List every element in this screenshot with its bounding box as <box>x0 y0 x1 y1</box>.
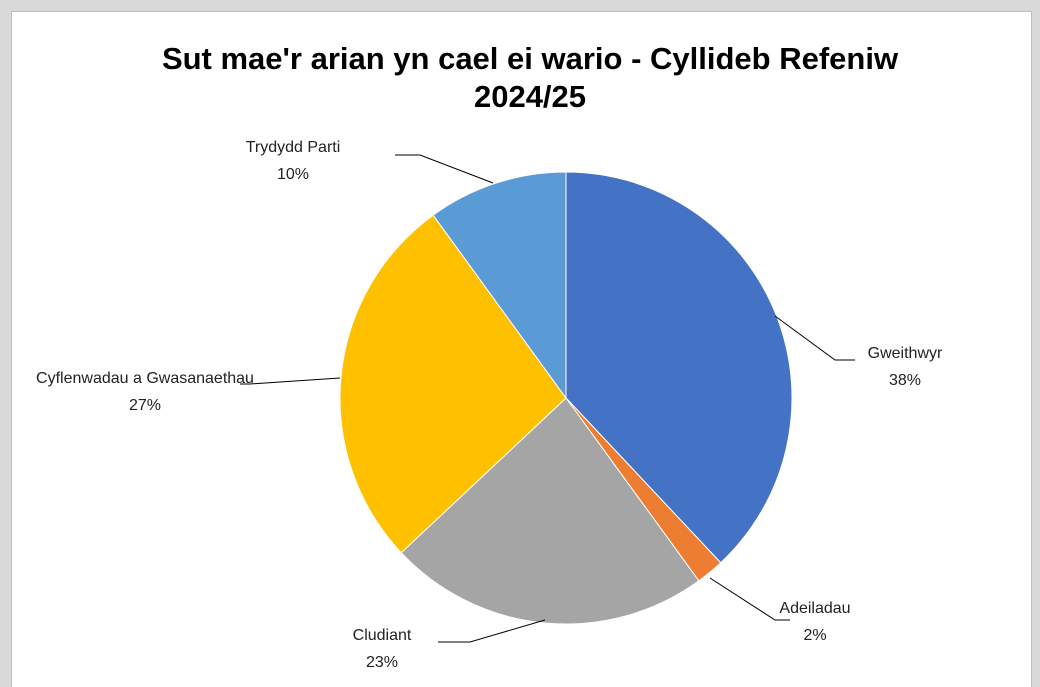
data-label-name: Cyflenwadau a Gwasanaethau <box>36 370 254 387</box>
data-label-value: 38% <box>888 372 922 389</box>
data-label-value: 23% <box>365 654 399 671</box>
chart-title: Sut mae'r arian yn cael ei wario - Cylli… <box>161 41 899 114</box>
pie-slice <box>339 214 567 554</box>
pie-slice <box>565 171 793 564</box>
leader-line <box>438 619 546 643</box>
data-label-name: Cludiant <box>352 627 412 644</box>
pie-slice <box>400 397 700 625</box>
leader-line <box>774 315 855 361</box>
data-label-value: 27% <box>128 397 162 414</box>
data-label-value: 10% <box>276 166 310 183</box>
leader-line <box>709 577 790 621</box>
data-label-name: Trydydd Parti <box>245 139 341 156</box>
leader-line <box>240 377 341 385</box>
pie-slice <box>432 171 567 400</box>
data-label-name: Gweithwyr <box>867 345 943 362</box>
leader-line <box>395 154 494 184</box>
data-label-value: 2% <box>803 627 827 644</box>
data-label-name: Adeiladau <box>779 600 851 617</box>
